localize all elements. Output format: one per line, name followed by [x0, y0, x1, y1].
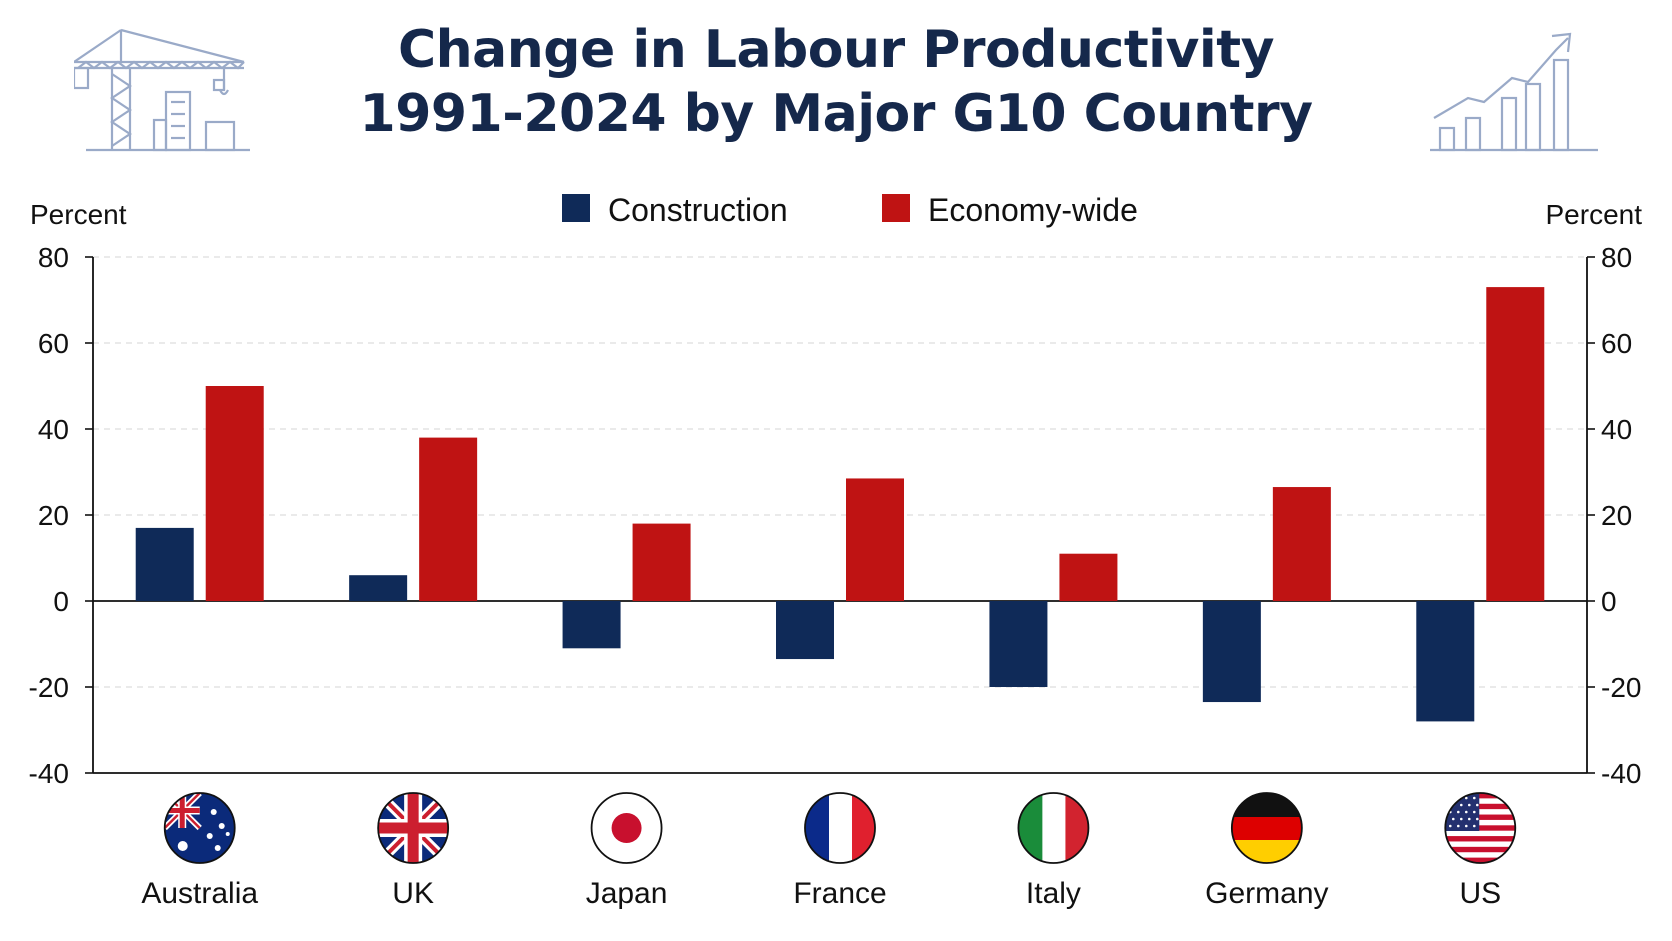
japan-flag-icon: [590, 792, 663, 864]
left-tick-label: -20: [29, 672, 69, 703]
chart-title: Change in Labour Productivity 1991-2024 …: [336, 18, 1336, 146]
italy-flag-icon: [1017, 792, 1090, 864]
category-label-italy: Italy: [1026, 877, 1081, 910]
category-label-uk: UK: [392, 877, 434, 910]
construction-crane-icon: [74, 28, 250, 152]
bars: [135, 287, 1545, 722]
right-tick-label: 80: [1601, 242, 1632, 273]
category-label-us: US: [1459, 877, 1501, 910]
growth-chart-icon: [1430, 32, 1598, 152]
us-flag-icon: [1444, 792, 1517, 864]
legend-label: Economy-wide: [928, 192, 1138, 228]
legend-label: Construction: [608, 192, 788, 228]
germany-flag-icon: [1230, 792, 1303, 864]
legend: Construction Economy-wide: [562, 192, 1138, 228]
bar-economy-wide-france: [846, 478, 904, 601]
bar-construction-france: [776, 601, 834, 660]
left-tick-label: 0: [53, 586, 69, 617]
australia-flag-icon: [163, 792, 236, 864]
right-tick-label: -20: [1601, 672, 1641, 703]
right-tick-label: 40: [1601, 414, 1632, 445]
right-axis-label: Percent: [1546, 199, 1643, 230]
bar-construction-italy: [989, 601, 1048, 687]
bar-construction-germany: [1202, 601, 1261, 703]
bar-economy-wide-germany: [1272, 487, 1331, 601]
legend-swatch-economy-wide: [882, 194, 910, 222]
uk-flag-icon: [377, 792, 450, 864]
bar-construction-us: [1416, 601, 1475, 722]
category-label-australia: Australia: [141, 877, 258, 910]
bar-economy-wide-italy: [1059, 553, 1118, 601]
axes: -40 -40 -20 -20 0 0 20 20 40 40 60 60 80 80 Percent Per…: [29, 199, 1643, 789]
category-label-japan: Japan: [586, 877, 668, 910]
france-flag-icon: [804, 792, 876, 864]
right-tick-label: 0: [1601, 586, 1617, 617]
left-tick-label: 80: [38, 242, 69, 273]
bar-economy-wide-japan: [632, 523, 691, 601]
bar-economy-wide-us: [1486, 287, 1545, 601]
bar-construction-uk: [349, 575, 408, 601]
category-label-france: France: [793, 877, 886, 910]
x-axis-categories: Australia UK Japan France Italy Germany US: [141, 792, 1517, 910]
left-tick-label: 40: [38, 414, 69, 445]
right-tick-label: 20: [1601, 500, 1632, 531]
bar-construction-japan: [562, 601, 621, 649]
gridlines: [93, 256, 1587, 688]
bar-construction-australia: [135, 527, 194, 601]
category-label-germany: Germany: [1205, 877, 1328, 910]
bar-economy-wide-uk: [419, 437, 478, 601]
left-tick-label: -40: [29, 758, 69, 789]
left-tick-label: 60: [38, 328, 69, 359]
chart-title-line-2: 1991-2024 by Major G10 Country: [359, 84, 1313, 144]
legend-swatch-construction: [562, 194, 590, 222]
bar-economy-wide-australia: [205, 386, 264, 601]
left-axis-label: Percent: [30, 199, 127, 230]
right-tick-label: 60: [1601, 328, 1632, 359]
right-tick-label: -40: [1601, 758, 1641, 789]
chart-title-line-1: Change in Labour Productivity: [398, 20, 1274, 80]
left-tick-label: 20: [38, 500, 69, 531]
